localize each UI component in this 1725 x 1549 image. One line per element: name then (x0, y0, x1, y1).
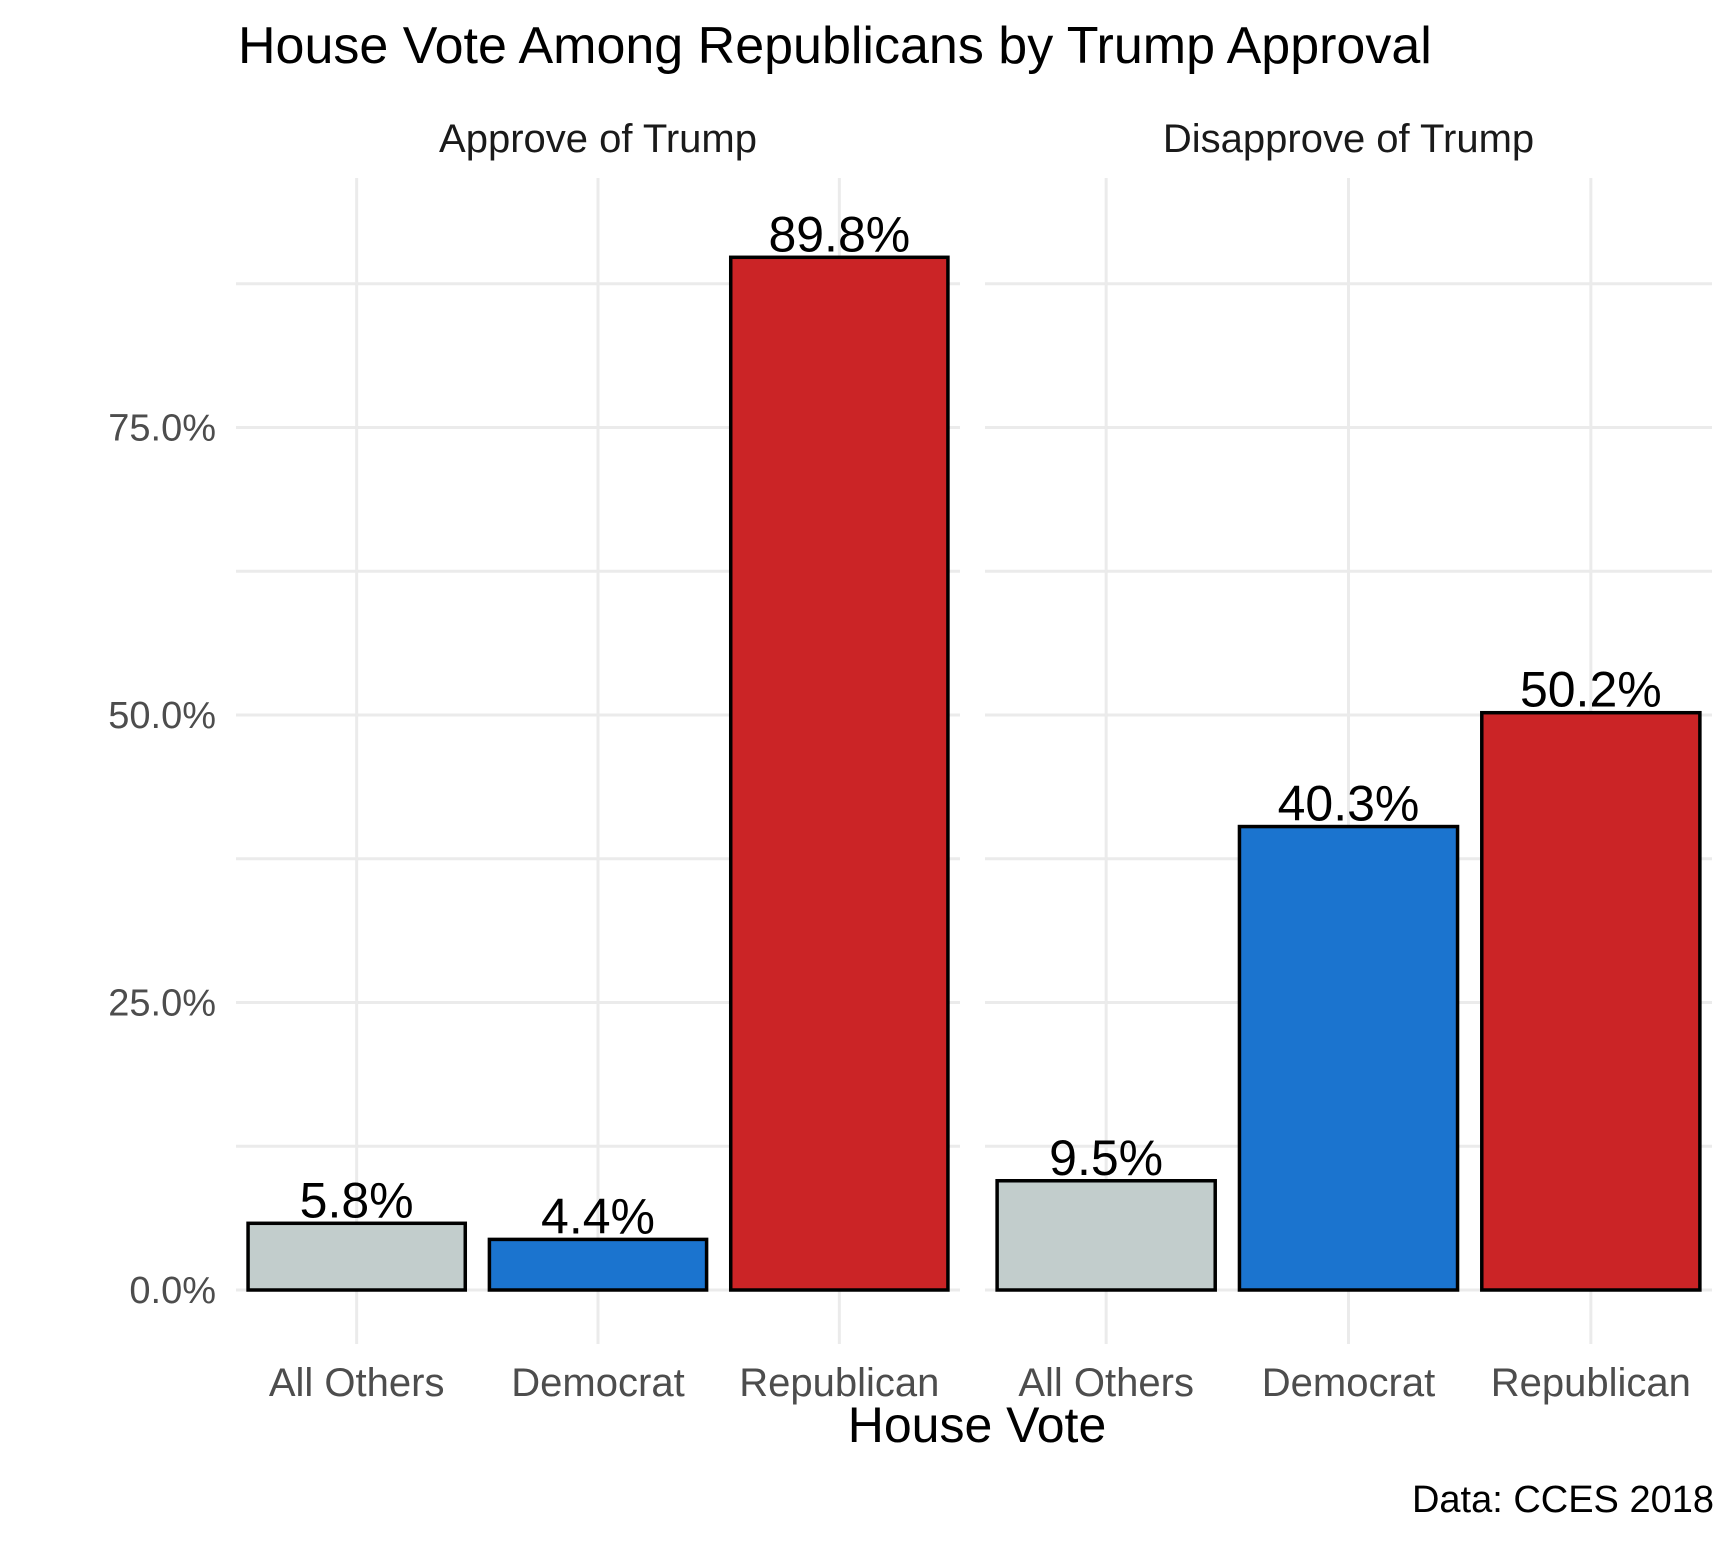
caption: Data: CCES 2018 (1412, 1479, 1714, 1521)
y-tick-label: 25.0% (108, 983, 216, 1025)
facet-panel-1: Disapprove of Trump 9.5% All Others 40.3% De… (985, 117, 1712, 1405)
bar (1237, 824, 1460, 1292)
x-tick-label: All Others (1018, 1361, 1194, 1405)
x-tick-label: Democrat (1262, 1361, 1435, 1405)
y-tick-label: 50.0% (108, 695, 216, 737)
bar (246, 1221, 468, 1292)
data-label: 4.4% (541, 1188, 655, 1244)
data-label: 5.8% (300, 1172, 414, 1228)
x-tick-label: Republican (739, 1361, 939, 1405)
facet-panel-0: Approve of Trump 5.8% All Others 4.4% Democr… (236, 117, 960, 1405)
x-tick-label: All Others (269, 1361, 445, 1405)
x-tick-label: Republican (1491, 1361, 1691, 1405)
data-label: 40.3% (1278, 776, 1420, 832)
x-tick-label: Democrat (511, 1361, 684, 1405)
y-tick-label: 75.0% (108, 408, 216, 450)
data-label: 50.2% (1520, 662, 1662, 718)
chart-title: House Vote Among Republicans by Trump Ap… (238, 17, 1432, 75)
facet-label: Disapprove of Trump (1163, 117, 1534, 161)
bar (995, 1179, 1217, 1292)
facet-label: Approve of Trump (439, 117, 757, 161)
bar (487, 1237, 709, 1292)
bar (728, 255, 950, 1292)
y-tick-label: 0.0% (129, 1270, 216, 1312)
data-label: 9.5% (1049, 1130, 1163, 1186)
x-axis-label: House Vote (848, 1397, 1107, 1453)
bar (1480, 710, 1702, 1292)
plot-area: Approve of Trump 5.8% All Others 4.4% Democr… (108, 117, 1712, 1405)
data-label: 89.8% (768, 206, 910, 262)
